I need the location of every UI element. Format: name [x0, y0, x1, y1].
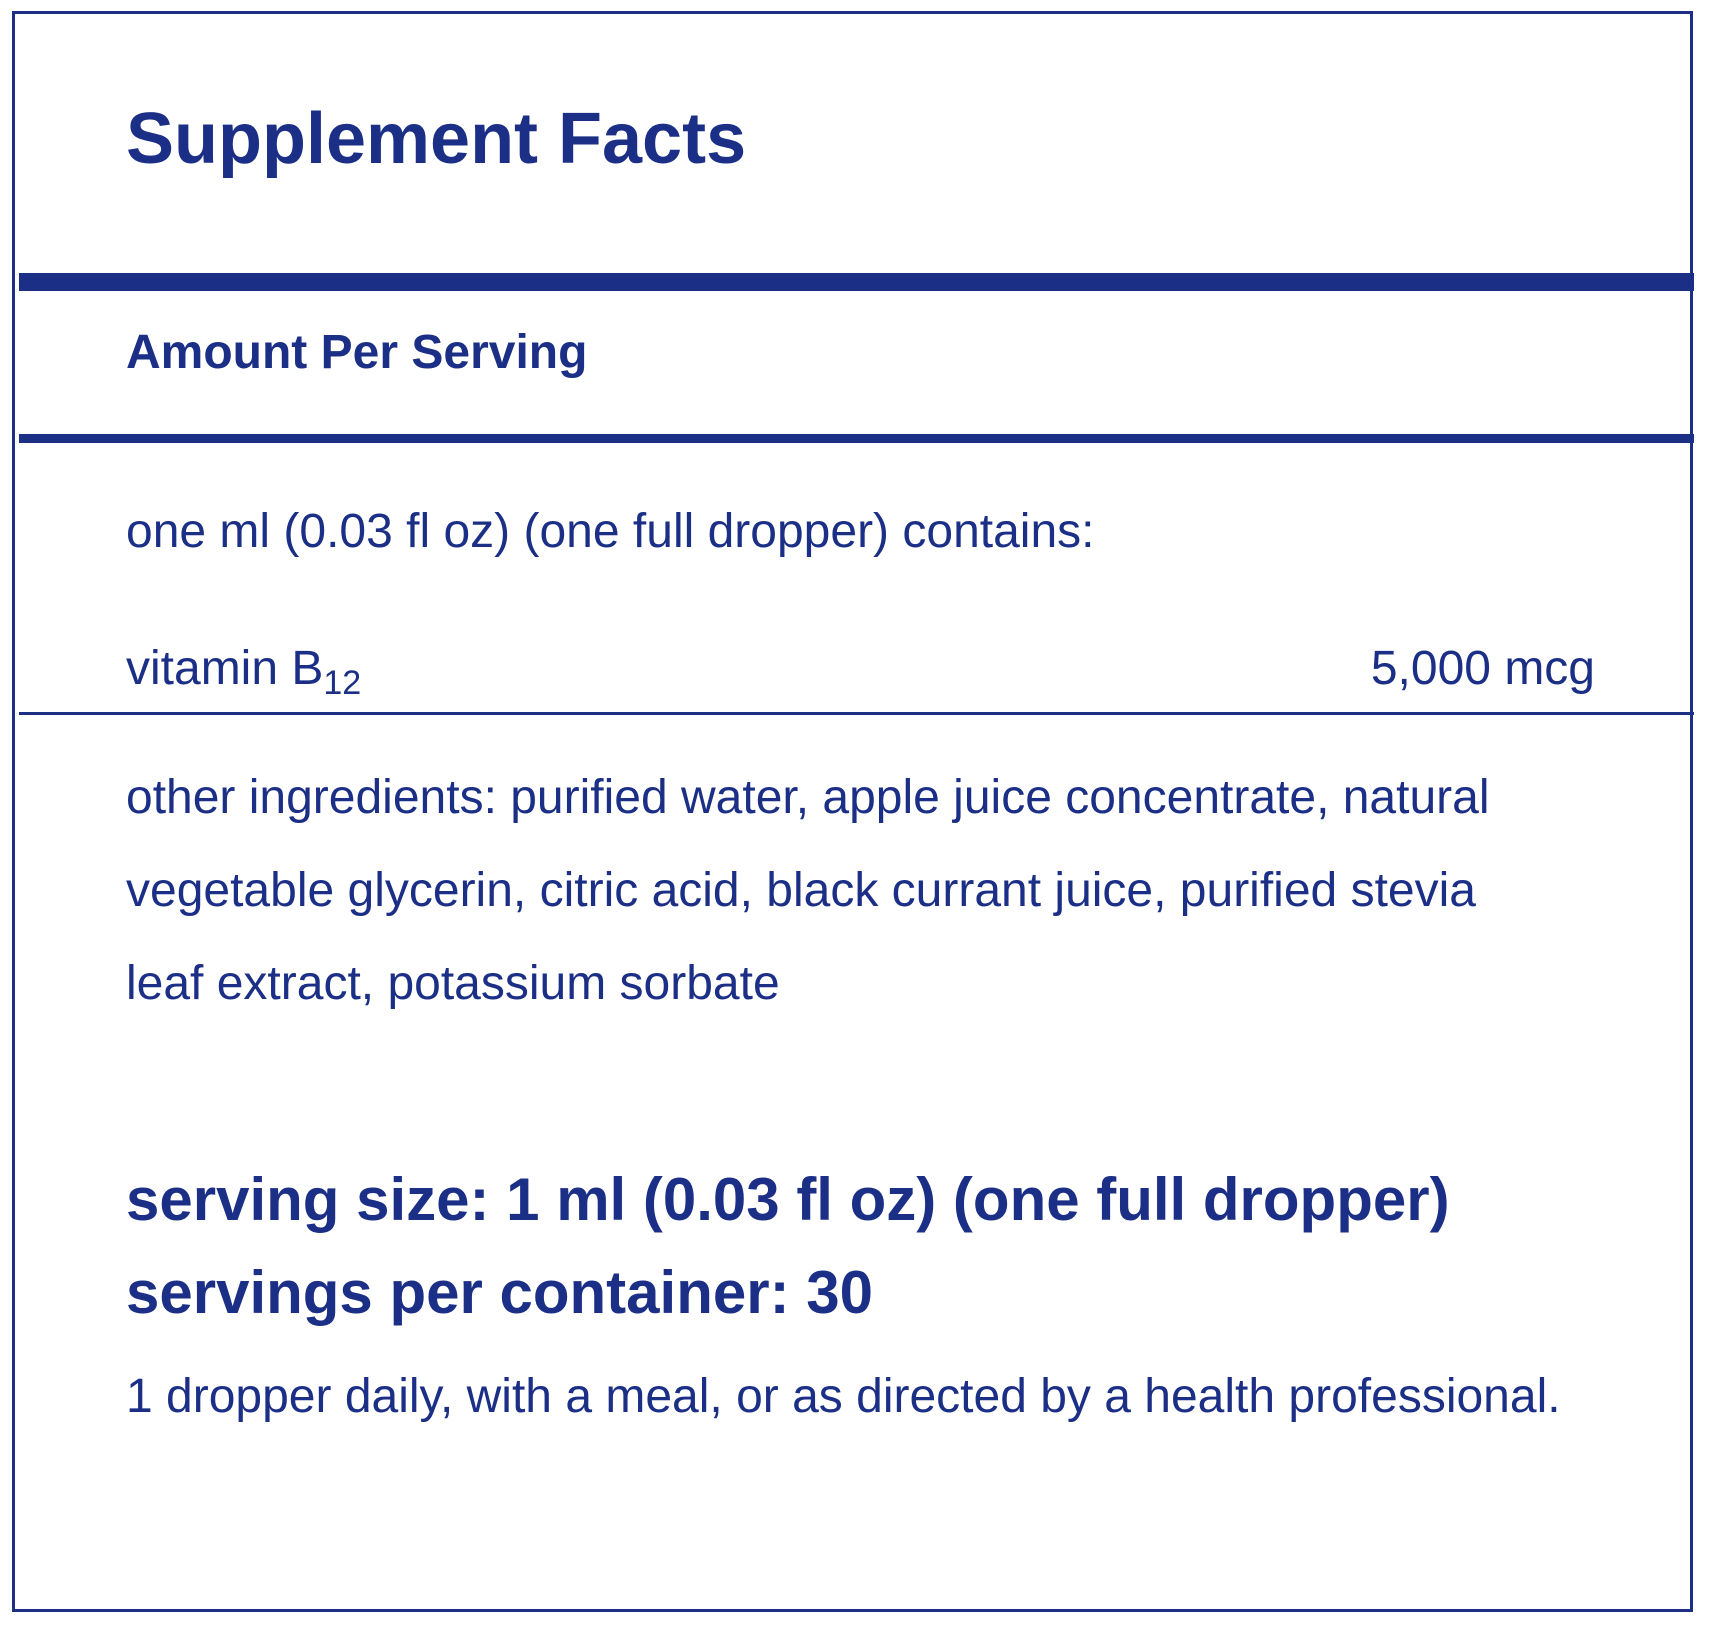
nutrient-name: vitamin B12 [126, 640, 361, 700]
servings-per-container: servings per container: 30 [126, 1259, 873, 1326]
other-ingredients: other ingredients: purified water, apple… [126, 771, 1490, 1010]
amount-per-serving-heading: Amount Per Serving [126, 326, 588, 379]
nutrient-amount: 5,000 mcg [1370, 642, 1595, 695]
serving-size: serving size: 1 ml (0.03 fl oz) (one ful… [126, 1166, 1450, 1233]
title-divider [19, 273, 1694, 291]
serving-contains-line: one ml (0.03 fl oz) (one full dropper) c… [126, 505, 1095, 558]
nutrient-divider [19, 712, 1694, 715]
amount-divider [19, 434, 1694, 443]
nutrient-name-subscript: 12 [323, 664, 362, 702]
supplement-facts-title: Supplement Facts [126, 99, 747, 179]
nutrient-name-text: vitamin B [126, 642, 324, 695]
directions: 1 dropper daily, with a meal, or as dire… [126, 1370, 1561, 1423]
